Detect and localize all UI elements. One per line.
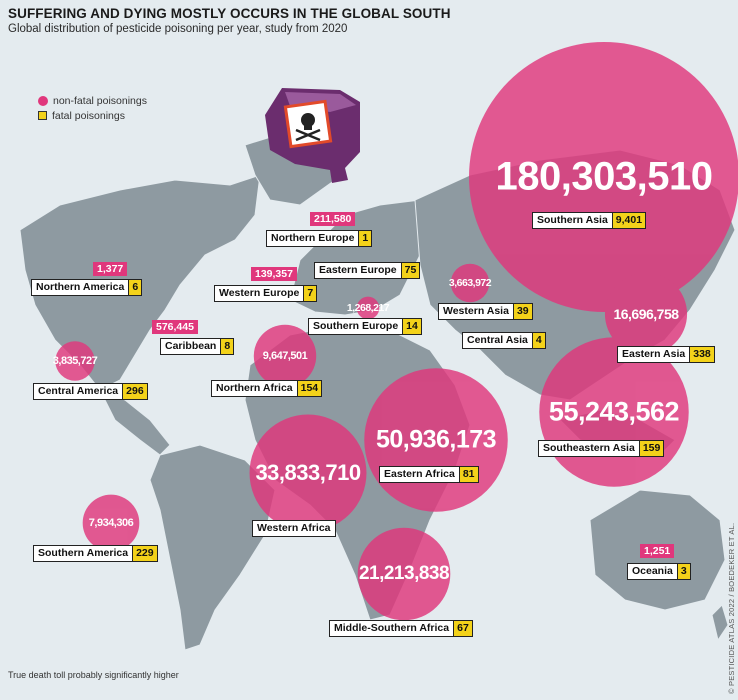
- region-name: Caribbean: [165, 340, 217, 352]
- region-label-northern-america: Northern America 6: [31, 279, 143, 296]
- region-name: Western Europe: [219, 287, 300, 299]
- region-name: Southern America: [38, 547, 129, 559]
- region-name: Eastern Asia: [622, 348, 686, 360]
- fatal-count: 7: [303, 286, 317, 301]
- region-label-southern-america: Southern America 229: [33, 545, 158, 562]
- bubble-label-southern-america: 7,934,306: [88, 517, 134, 529]
- bubble-label-eastern-asia: 16,696,758: [613, 306, 679, 322]
- fatal-count: 4: [531, 333, 545, 348]
- fatal-count: 1: [358, 231, 372, 246]
- region-name: Eastern Europe: [319, 264, 397, 276]
- nonfatal-tag-caribbean: 576,445: [152, 320, 198, 334]
- bubble-central-america: [55, 341, 95, 381]
- fatal-count: 81: [458, 467, 478, 482]
- bubble-label-central-america: 3,835,727: [52, 355, 98, 367]
- region-label-central-america: Central America 296: [33, 383, 148, 400]
- bubble-southern-america: [82, 494, 140, 552]
- region-label-eastern-europe: Eastern Europe 75: [314, 262, 421, 279]
- region-label-northern-africa: Northern Africa 154: [211, 380, 323, 397]
- nonfatal-tag-western-europe: 139,357: [251, 267, 297, 281]
- region-label-northern-europe: Northern Europe 1: [266, 230, 373, 247]
- region-name: Southern Europe: [313, 320, 399, 332]
- bubble-northern-africa: [253, 324, 317, 388]
- region-name: Northern Europe: [271, 232, 355, 244]
- bubble-label-southern-asia: 180,303,510: [495, 154, 713, 199]
- region-name: Oceania: [632, 565, 673, 577]
- bubble-label-middle-southern-africa: 21,213,838: [358, 563, 450, 584]
- fatal-count: 8: [220, 339, 234, 354]
- footnote: True death toll probably significantly h…: [8, 670, 179, 680]
- region-label-southern-asia: Southern Asia 9,401: [532, 212, 647, 229]
- fatal-count: 9,401: [611, 213, 646, 228]
- pesticide-canister-skull-icon: [265, 88, 360, 183]
- region-label-middle-southern-africa: Middle-Southern Africa 67: [329, 620, 473, 637]
- bubble-southern-europe: [356, 296, 380, 320]
- bubble-label-eastern-africa: 50,936,173: [375, 425, 497, 454]
- region-label-western-asia: Western Asia 39: [438, 303, 533, 320]
- bubble-western-asia: [450, 263, 490, 303]
- region-name: Southern Asia: [537, 214, 608, 226]
- fatal-count: 159: [638, 441, 664, 456]
- region-label-western-europe: Western Europe 7: [214, 285, 318, 302]
- credit-line: © PESTICIDE ATLAS 2022 / BOEDEKER ET AL.: [727, 522, 736, 694]
- region-name: Eastern Africa: [384, 468, 455, 480]
- region-label-southern-europe: Southern Europe 14: [308, 318, 422, 335]
- region-label-oceania: Oceania 3: [627, 563, 691, 580]
- land-south-america: [149, 444, 276, 651]
- bubble-southern-asia: [469, 42, 738, 312]
- legend: non-fatal poisonings fatal poisonings: [38, 93, 147, 123]
- bubble-label-western-africa: 33,833,710: [255, 460, 361, 485]
- fatal-count: 229: [132, 546, 157, 561]
- region-name: Western Africa: [257, 522, 331, 534]
- fatal-count: 39: [512, 304, 532, 319]
- fatal-count: 154: [296, 381, 322, 396]
- nonfatal-tag-northern-europe: 211,580: [310, 212, 356, 226]
- region-name: Middle-Southern Africa: [334, 622, 450, 634]
- nonfatal-swatch: [38, 95, 48, 106]
- bubble-label-northern-africa: 9,647,501: [262, 350, 308, 362]
- bubble-label-western-asia: 3,663,972: [448, 277, 492, 289]
- legend-fatal-label: fatal poisonings: [52, 109, 125, 122]
- region-label-eastern-africa: Eastern Africa 81: [379, 466, 479, 483]
- fatal-count: 6: [128, 280, 142, 295]
- fatal-count: 296: [122, 384, 147, 399]
- fatal-count: 67: [453, 621, 472, 636]
- fatal-count: 75: [400, 263, 420, 278]
- region-name: Northern America: [36, 281, 125, 293]
- nonfatal-tag-northern-america: 1,377: [93, 262, 128, 276]
- bubble-label-southern-europe: 1,268,217: [346, 302, 390, 314]
- land-central-america: [98, 389, 171, 456]
- chart-title: SUFFERING AND DYING MOSTLY OCCURS IN THE…: [8, 6, 451, 21]
- land-new-zealand: [711, 604, 729, 642]
- legend-nonfatal-label: non-fatal poisonings: [53, 94, 147, 107]
- region-name: Western Asia: [443, 305, 509, 317]
- region-label-eastern-asia: Eastern Asia 338: [617, 346, 715, 363]
- bubble-middle-southern-africa: [357, 527, 451, 621]
- region-name: Northern Africa: [216, 382, 293, 394]
- fatal-count: 3: [676, 564, 690, 579]
- fatal-swatch: [38, 111, 47, 120]
- legend-fatal: fatal poisonings: [38, 108, 147, 123]
- fatal-count: 14: [402, 319, 421, 334]
- region-name: Southeastern Asia: [543, 442, 635, 454]
- nonfatal-tag-oceania: 1,251: [640, 544, 675, 558]
- chart-subtitle: Global distribution of pesticide poisoni…: [8, 23, 348, 35]
- bubble-western-africa: [249, 414, 367, 532]
- bubble-label-southeastern-asia: 55,243,562: [548, 396, 680, 427]
- region-name: Central America: [38, 385, 119, 397]
- region-label-central-asia: Central Asia 4: [462, 332, 546, 349]
- region-label-caribbean: Caribbean 8: [160, 338, 235, 355]
- legend-nonfatal: non-fatal poisonings: [38, 93, 147, 108]
- region-label-western-africa: Western Africa: [252, 520, 336, 537]
- fatal-count: 338: [689, 347, 714, 362]
- region-name: Central Asia: [467, 334, 528, 346]
- region-label-southeastern-asia: Southeastern Asia 159: [538, 440, 665, 457]
- bubble-eastern-asia: [604, 272, 688, 356]
